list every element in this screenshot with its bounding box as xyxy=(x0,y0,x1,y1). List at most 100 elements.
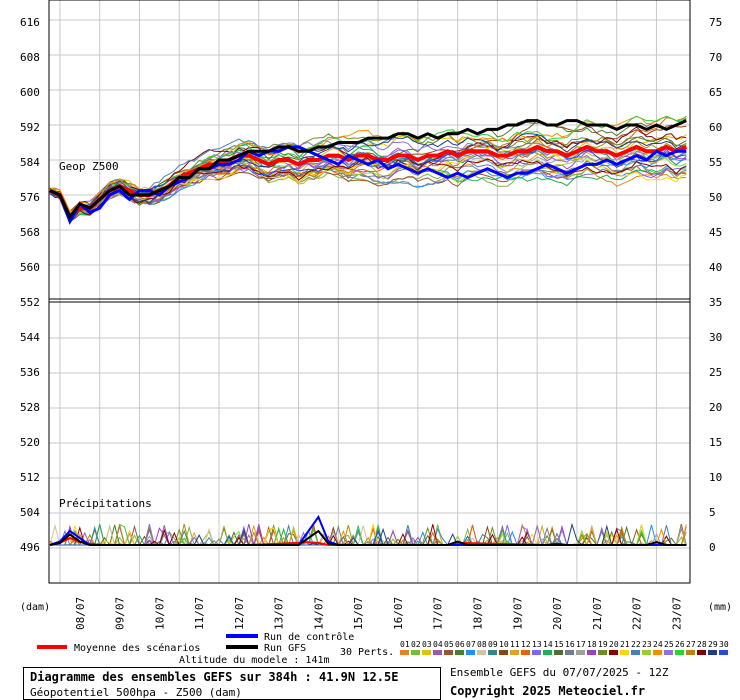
perturbation-id-20: 20 xyxy=(609,640,619,649)
gfs-legend-label: Run GFS xyxy=(264,643,306,654)
perturbation-swatch-18 xyxy=(587,650,596,655)
y-right-tick: 70 xyxy=(709,51,722,64)
y-right-tick: 65 xyxy=(709,86,722,99)
run-info: Ensemble GEFS du 07/07/2025 - 12Z xyxy=(450,666,669,679)
plot-border xyxy=(48,0,691,584)
perturbation-swatch-25 xyxy=(664,650,673,655)
y-left-tick: 560 xyxy=(20,261,40,274)
perturbation-id-06: 06 xyxy=(455,640,465,649)
x-day-label: 17/07 xyxy=(432,597,445,630)
perturbation-id-19: 19 xyxy=(598,640,608,649)
mean-z500-line xyxy=(49,144,688,221)
perturbation-swatch-04 xyxy=(433,650,442,655)
y-left-tick: 496 xyxy=(20,541,40,554)
x-day-label: 18/07 xyxy=(472,597,485,630)
x-day-label: 23/07 xyxy=(670,597,683,630)
y-right-tick: 50 xyxy=(709,191,722,204)
perturbation-id-23: 23 xyxy=(642,640,652,649)
perturbation-line-27 xyxy=(49,137,687,219)
perturbation-id-22: 22 xyxy=(631,640,641,649)
perturbation-id-01: 01 xyxy=(400,640,410,649)
y-right-tick: 35 xyxy=(709,296,722,309)
perturbation-id-08: 08 xyxy=(477,640,487,649)
x-day-label: 22/07 xyxy=(631,597,644,630)
perturbation-swatch-14 xyxy=(543,650,552,655)
x-day-label: 13/07 xyxy=(273,597,286,630)
y-left-tick: 528 xyxy=(20,401,40,414)
perturbation-swatch-02 xyxy=(411,650,420,655)
chart-frame xyxy=(48,0,691,584)
perturbation-swatch-23 xyxy=(642,650,651,655)
perturbation-swatch-16 xyxy=(565,650,574,655)
perturbation-id-07: 07 xyxy=(466,640,476,649)
y-left-tick: 616 xyxy=(20,16,40,29)
y-right-tick: 25 xyxy=(709,366,722,379)
perturbation-swatch-20 xyxy=(609,650,618,655)
x-day-label: 14/07 xyxy=(312,597,325,630)
x-day-label: 10/07 xyxy=(153,597,166,630)
perturbation-swatch-24 xyxy=(653,650,662,655)
y-left-tick: 592 xyxy=(20,121,40,134)
perturbation-swatch-10 xyxy=(499,650,508,655)
mean-legend-label: Moyenne des scénarios xyxy=(74,642,200,654)
x-day-label: 08/07 xyxy=(74,597,87,630)
y-right-tick: 10 xyxy=(709,471,722,484)
perturbation-id-29: 29 xyxy=(708,640,718,649)
y-left-tick: 552 xyxy=(20,296,40,309)
x-day-label: 16/07 xyxy=(392,597,405,630)
info-box: Diagramme des ensembles GEFS sur 384h : … xyxy=(23,667,441,700)
x-day-label: 21/07 xyxy=(591,597,604,630)
chart-grid xyxy=(49,0,690,583)
y-right-tick: 15 xyxy=(709,436,722,449)
left-unit-label: (dam) xyxy=(20,602,50,613)
y-right-tick: 75 xyxy=(709,16,722,29)
perturbation-swatch-27 xyxy=(686,650,695,655)
x-day-label: 20/07 xyxy=(551,597,564,630)
perturbation-id-30: 30 xyxy=(719,640,729,649)
perturbation-id-21: 21 xyxy=(620,640,630,649)
perturbation-id-02: 02 xyxy=(411,640,421,649)
y-right-tick: 40 xyxy=(709,261,722,274)
perturbation-swatch-01 xyxy=(400,650,409,655)
perturbation-id-25: 25 xyxy=(664,640,674,649)
y-left-tick: 504 xyxy=(20,506,40,519)
y-left-tick: 512 xyxy=(20,471,40,484)
perturbation-count-label: 30 Perts. xyxy=(340,647,394,658)
perturbation-swatch-28 xyxy=(697,650,706,655)
perturbation-legend: 01 02 03 04 05 06 07 08 09 10 11 12 13 14 15 16 17 18 19 20… xyxy=(400,640,729,655)
y-right-tick: 0 xyxy=(709,541,716,554)
y-left-tick: 520 xyxy=(20,436,40,449)
perturbation-swatch-11 xyxy=(510,650,519,655)
perturbation-swatch-12 xyxy=(521,650,530,655)
perturbation-line-16 xyxy=(49,159,687,218)
control-legend-label: Run de contrôle xyxy=(264,631,354,643)
perturbation-id-27: 27 xyxy=(686,640,696,649)
y-left-tick: 576 xyxy=(20,191,40,204)
chart-title: Diagramme des ensembles GEFS sur 384h : … xyxy=(30,670,399,684)
perturbation-swatch-26 xyxy=(675,650,684,655)
y-left-tick: 568 xyxy=(20,226,40,239)
chart-subtitle: Géopotentiel 500hpa - Z500 (dam) xyxy=(30,686,242,699)
perturbation-swatch-05 xyxy=(444,650,453,655)
perturbation-id-04: 04 xyxy=(433,640,443,649)
y-left-tick: 600 xyxy=(20,86,40,99)
lower-panel-label: Précipitations xyxy=(59,497,152,510)
perturbation-id-16: 16 xyxy=(565,640,575,649)
y-right-tick: 60 xyxy=(709,121,722,134)
x-day-label: 15/07 xyxy=(352,597,365,630)
perturbation-id-13: 13 xyxy=(532,640,542,649)
perturbation-swatch-19 xyxy=(598,650,607,655)
perturbation-id-17: 17 xyxy=(576,640,586,649)
main-series-lines xyxy=(49,119,688,546)
perturbation-swatch-21 xyxy=(620,650,629,655)
perturbation-id-11: 11 xyxy=(510,640,520,649)
perturbation-swatch-15 xyxy=(554,650,563,655)
perturbation-id-10: 10 xyxy=(499,640,509,649)
x-day-label: 09/07 xyxy=(114,597,127,630)
perturbation-swatch-03 xyxy=(422,650,431,655)
perturbation-swatch-09 xyxy=(488,650,497,655)
x-day-label: 19/07 xyxy=(511,597,524,630)
gfs-z500-line xyxy=(49,119,687,220)
perturbation-id-26: 26 xyxy=(675,640,685,649)
